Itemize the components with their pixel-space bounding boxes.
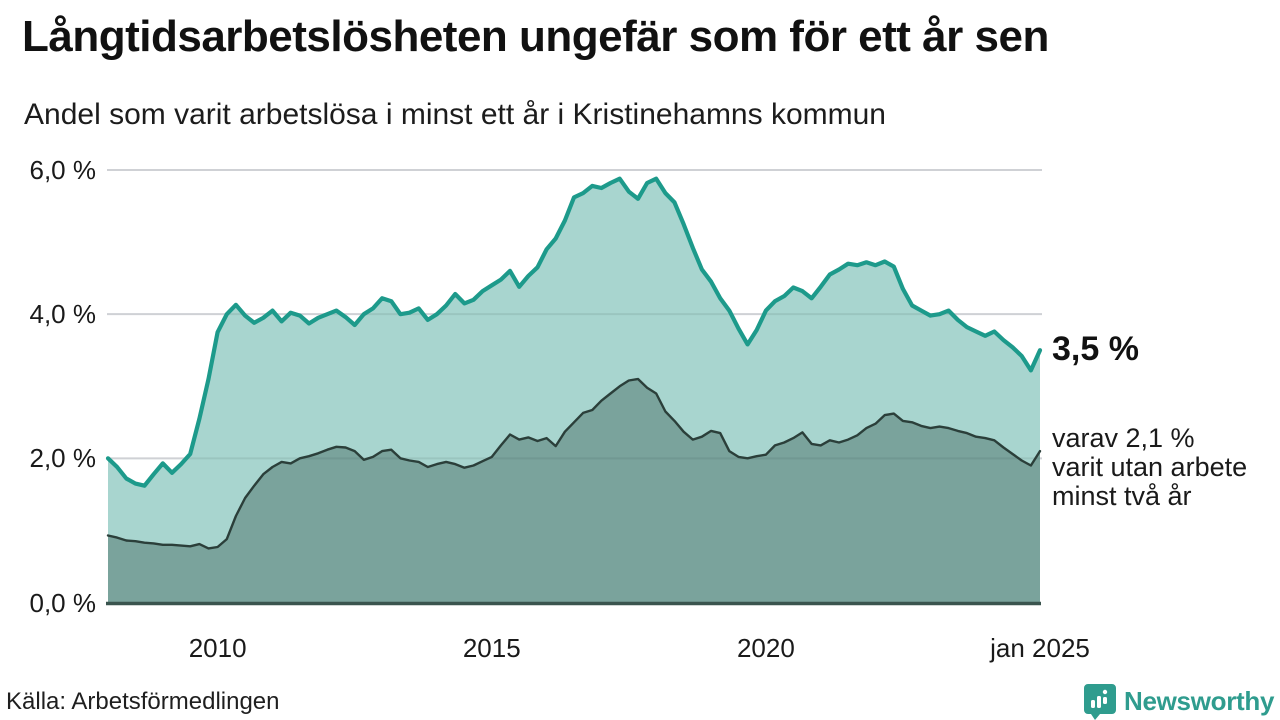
y-axis-tick-label: 4,0 % — [29, 299, 97, 330]
source-note: Källa: Arbetsförmedlingen — [6, 688, 280, 715]
y-axis-tick-label: 2,0 % — [29, 443, 97, 474]
chart-title: Långtidsarbetslösheten ungefär som för e… — [22, 12, 1049, 61]
series-line-2 — [106, 377, 1042, 550]
secondary-value-label: varav 2,1 % varit utan arbete minst två … — [1052, 424, 1247, 511]
newsworthy-logo: Newsworthy — [1084, 683, 1275, 720]
secondary-value-line3: minst två år — [1052, 481, 1192, 511]
x-axis-tick-label: jan 2025 — [990, 633, 1090, 663]
x-axis-tick-label: 2020 — [736, 633, 795, 663]
newsworthy-wordmark: Newsworthy — [1124, 685, 1275, 716]
y-axis-tick-label: 6,0 % — [29, 155, 97, 185]
x-axis-tick-label: 2015 — [462, 633, 521, 663]
newsworthy-logo-icon — [1084, 683, 1116, 720]
latest-value-label: 3,5 % — [1052, 330, 1139, 368]
secondary-value-line2: varit utan arbete — [1052, 452, 1248, 482]
x-axis-tick-label: 2010 — [188, 633, 247, 663]
series-line-1 — [105, 176, 1043, 488]
y-axis-tick-label: 0,0 % — [29, 587, 97, 618]
chart-subtitle: Andel som varit arbetslösa i minst ett å… — [24, 98, 886, 131]
y-axis: 0,0 % 2,0 % 4,0 % 6,0 % — [0, 0, 97, 720]
secondary-value-line1: varav 2,1 % — [1052, 423, 1195, 453]
series-area-2 — [108, 379, 1040, 603]
